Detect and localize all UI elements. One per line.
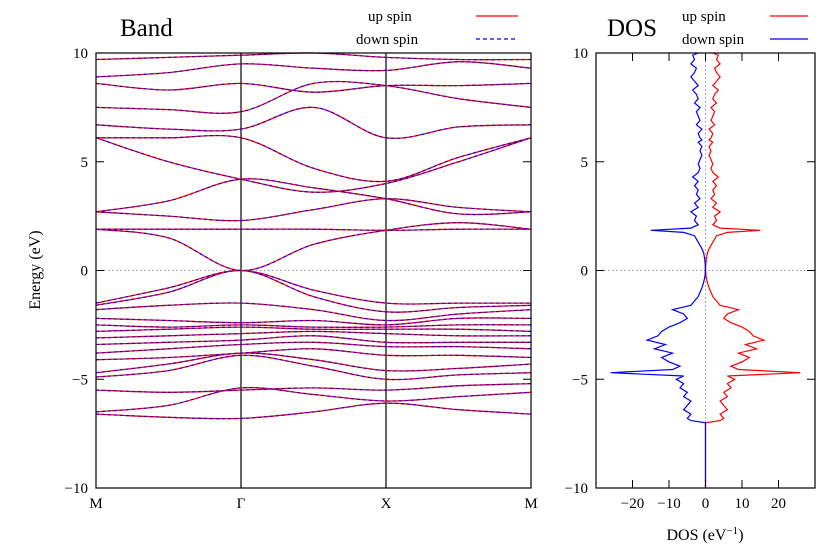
band-down-line — [95, 269, 531, 305]
band-down-line — [95, 330, 532, 339]
band-up-line — [95, 82, 532, 93]
dos-x-tick-label: −10 — [657, 496, 680, 512]
dos-x-axis-title-sup: −1 — [726, 525, 738, 537]
dos-x-tick-label: −20 — [621, 496, 644, 512]
band-down-line — [95, 137, 532, 193]
band-up-line — [95, 386, 532, 413]
band-y-axis: −10 −5 0 5 10 — [65, 46, 531, 497]
band-up-line — [95, 61, 532, 78]
band-up-line — [95, 402, 532, 420]
band-up-line — [95, 137, 532, 193]
band-y-tick-label: 10 — [73, 46, 88, 62]
band-title: Band — [120, 15, 173, 42]
dos-y-tick-label: 5 — [581, 155, 589, 171]
dos-y-tick-label: 0 — [581, 264, 589, 280]
dos-legend-up-label: up spin — [682, 9, 726, 25]
dos-down-line — [610, 52, 707, 488]
band-up-line — [95, 348, 532, 361]
band-down-line — [95, 106, 532, 139]
band-kpoint-label: M — [89, 496, 102, 512]
dos-panel: DOS up spin down spin −10 −5 0 5 10 −20 −10 0 1… — [565, 9, 816, 544]
band-up-line — [95, 52, 532, 61]
dos-x-tick-label: 20 — [771, 496, 786, 512]
dos-y-tick-label: 10 — [573, 46, 588, 62]
dos-up-line — [704, 52, 801, 488]
band-down-line — [95, 354, 532, 381]
band-down-line — [95, 82, 532, 93]
band-kpoint-label: Γ — [237, 496, 246, 512]
band-y-axis-title: Energy (eV) — [27, 230, 44, 309]
band-down-line — [95, 80, 532, 114]
band-down-line — [95, 198, 532, 222]
band-y-tick-label: −5 — [72, 372, 88, 388]
band-down-line — [95, 317, 532, 326]
band-up-line — [95, 330, 532, 339]
band-grid — [96, 53, 531, 488]
band-panel: Band up spin down spin −10 −5 0 5 10 M Γ X M En… — [27, 9, 538, 512]
band-down-line — [95, 269, 532, 313]
dos-x-tick-label: 0 — [702, 496, 710, 512]
band-legend-up-label: up spin — [368, 9, 412, 25]
band-up-line — [95, 106, 532, 140]
dos-x-axis-title-end: ) — [738, 527, 743, 544]
band-up-line — [95, 80, 532, 114]
band-kpoint-label: M — [524, 496, 537, 512]
dos-x-axis-title-base: DOS (eV — [666, 527, 726, 544]
band-down-line — [95, 324, 532, 328]
band-down-line — [95, 383, 532, 393]
band-up-line — [95, 341, 532, 354]
band-down-line — [95, 341, 532, 354]
dos-x-axis: −20 −10 0 10 20 — [621, 53, 786, 512]
band-up-line — [95, 269, 531, 305]
band-down-line — [95, 348, 532, 361]
band-y-tick-label: 0 — [81, 264, 89, 280]
band-down-line — [96, 134, 532, 183]
band-down-line — [95, 302, 532, 322]
dos-y-tick-label: −10 — [565, 481, 588, 497]
band-y-tick-label: 5 — [81, 155, 89, 171]
band-down-line — [95, 52, 532, 61]
dos-curves — [610, 52, 801, 488]
band-legend-down-label: down spin — [356, 32, 419, 48]
band-y-tick-label: −10 — [65, 481, 88, 497]
band-down-line — [95, 387, 532, 413]
band-up-line — [95, 335, 531, 346]
band-down-line — [95, 352, 532, 374]
band-down-line — [95, 402, 532, 420]
dos-x-axis-title: DOS (eV−1) — [666, 525, 743, 544]
dos-y-tick-label: −5 — [572, 372, 588, 388]
band-up-line — [95, 222, 532, 272]
dos-title: DOS — [607, 15, 657, 42]
band-down-line — [95, 326, 532, 332]
band-down-line — [95, 335, 531, 346]
band-up-line — [95, 317, 532, 326]
dos-y-axis: −10 −5 0 5 10 — [565, 46, 815, 497]
band-down-line — [95, 222, 532, 272]
band-kpoint-label: X — [381, 496, 392, 512]
band-down-line — [96, 228, 532, 231]
band-down-line — [95, 178, 532, 216]
band-down-line — [95, 61, 532, 78]
dos-legend-down-label: down spin — [682, 32, 745, 48]
dos-x-tick-label: 10 — [735, 496, 750, 512]
band-up-line — [96, 134, 532, 183]
band-curves — [95, 52, 532, 420]
